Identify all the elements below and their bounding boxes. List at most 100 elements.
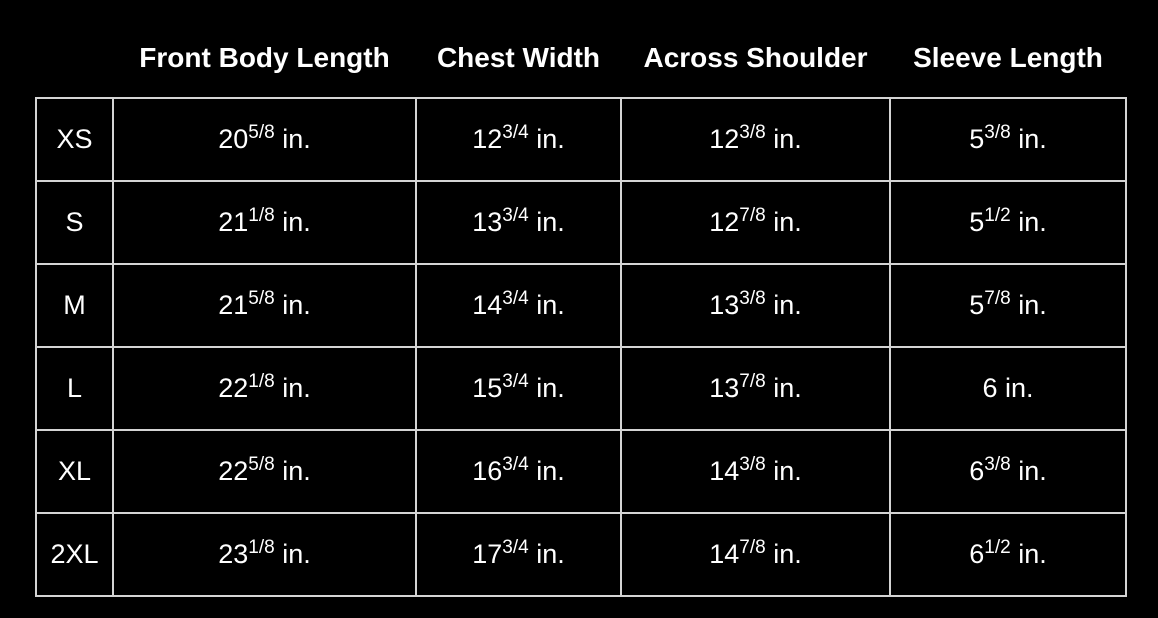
unit: in.: [282, 124, 311, 154]
measurement: 143/4 in.: [415, 263, 622, 348]
column-header: Chest Width: [436, 42, 601, 73]
size-row: L 221/8 in. 153/4 in. 137/8 in. 6 in.: [35, 346, 1127, 431]
fraction: 3/4: [502, 288, 529, 309]
size-label: XL: [35, 429, 114, 514]
measurement: 173/4 in.: [415, 512, 622, 597]
measurement: 63/8 in.: [889, 429, 1127, 514]
fraction: 7/8: [739, 205, 766, 226]
column-header: Front Body Length: [139, 42, 390, 73]
size-label: XS: [35, 97, 114, 182]
unit: in.: [1018, 290, 1047, 320]
whole-number: 14: [709, 456, 740, 486]
unit: in.: [282, 290, 311, 320]
fraction: 3/8: [739, 288, 766, 309]
whole-number: 14: [709, 539, 740, 569]
measurement: 51/2 in.: [889, 180, 1127, 265]
fraction: 1/2: [984, 205, 1011, 226]
size-label: S: [35, 180, 114, 265]
unit: in.: [773, 207, 802, 237]
unit: in.: [1005, 373, 1034, 403]
whole-number: 6: [969, 539, 985, 569]
unit: in.: [282, 539, 311, 569]
whole-number: 17: [472, 539, 503, 569]
measurement: 153/4 in.: [415, 346, 622, 431]
fraction: 7/8: [739, 537, 766, 558]
whole-number: 22: [218, 373, 249, 403]
fraction: 3/8: [984, 122, 1011, 143]
whole-number: 21: [218, 290, 249, 320]
unit: in.: [536, 539, 565, 569]
unit: in.: [1018, 207, 1047, 237]
unit: in.: [773, 539, 802, 569]
whole-number: 21: [218, 207, 249, 237]
size-table: Front Body Length Chest Width Across Shoul…: [35, 0, 1127, 597]
fraction: 3/8: [739, 122, 766, 143]
unit: in.: [536, 207, 565, 237]
size-row: 2XL 231/8 in. 173/4 in. 147/8 in. 61/2 in.: [35, 512, 1127, 597]
size-row: XS 205/8 in. 123/4 in. 123/8 in. 53/8 in.: [35, 97, 1127, 182]
measurement: 53/8 in.: [889, 97, 1127, 182]
fraction: 7/8: [739, 371, 766, 392]
unit: in.: [536, 456, 565, 486]
measurement: 127/8 in.: [620, 180, 891, 265]
size-label: L: [35, 346, 114, 431]
unit: in.: [282, 207, 311, 237]
measurement: 61/2 in.: [889, 512, 1127, 597]
measurement: 123/8 in.: [620, 97, 891, 182]
fraction: 1/8: [248, 371, 275, 392]
measurement: 143/8 in.: [620, 429, 891, 514]
measurement: 57/8 in.: [889, 263, 1127, 348]
whole-number: 16: [472, 456, 503, 486]
whole-number: 15: [472, 373, 503, 403]
fraction: 5/8: [248, 454, 275, 475]
measurement: 133/8 in.: [620, 263, 891, 348]
fraction: 3/8: [739, 454, 766, 475]
unit: in.: [536, 373, 565, 403]
unit: in.: [282, 456, 311, 486]
whole-number: 13: [709, 290, 740, 320]
whole-number: 5: [969, 290, 985, 320]
unit: in.: [1018, 539, 1047, 569]
size-label: 2XL: [35, 512, 114, 597]
fraction: 3/4: [502, 371, 529, 392]
whole-number: 12: [709, 124, 740, 154]
measurement: 147/8 in.: [620, 512, 891, 597]
fraction: 1/8: [248, 537, 275, 558]
unit: in.: [1018, 124, 1047, 154]
size-row: S 211/8 in. 133/4 in. 127/8 in. 51/2 in.: [35, 180, 1127, 265]
whole-number: 14: [472, 290, 503, 320]
fraction: 5/8: [248, 122, 275, 143]
measurement: 221/8 in.: [112, 346, 417, 431]
fraction: 3/4: [502, 454, 529, 475]
measurement: 163/4 in.: [415, 429, 622, 514]
whole-number: 5: [969, 124, 985, 154]
whole-number: 12: [472, 124, 503, 154]
measurement: 231/8 in.: [112, 512, 417, 597]
fraction: 3/4: [502, 122, 529, 143]
unit: in.: [536, 290, 565, 320]
size-label: M: [35, 263, 114, 348]
measurement: 225/8 in.: [112, 429, 417, 514]
whole-number: 6: [982, 373, 998, 403]
fraction: 1/2: [984, 537, 1011, 558]
fraction: 3/8: [984, 454, 1011, 475]
whole-number: 13: [472, 207, 503, 237]
measurement: 215/8 in.: [112, 263, 417, 348]
whole-number: 13: [709, 373, 740, 403]
whole-number: 22: [218, 456, 249, 486]
unit: in.: [282, 373, 311, 403]
measurement: 205/8 in.: [112, 97, 417, 182]
unit: in.: [773, 456, 802, 486]
unit: in.: [773, 290, 802, 320]
fraction: 5/8: [248, 288, 275, 309]
whole-number: 6: [969, 456, 985, 486]
whole-number: 12: [709, 207, 740, 237]
fraction: 7/8: [984, 288, 1011, 309]
unit: in.: [773, 373, 802, 403]
unit: in.: [1018, 456, 1047, 486]
measurement: 211/8 in.: [112, 180, 417, 265]
size-row: M 215/8 in. 143/4 in. 133/8 in. 57/8 in.: [35, 263, 1127, 348]
fraction: 3/4: [502, 205, 529, 226]
corner: [36, 0, 113, 98]
